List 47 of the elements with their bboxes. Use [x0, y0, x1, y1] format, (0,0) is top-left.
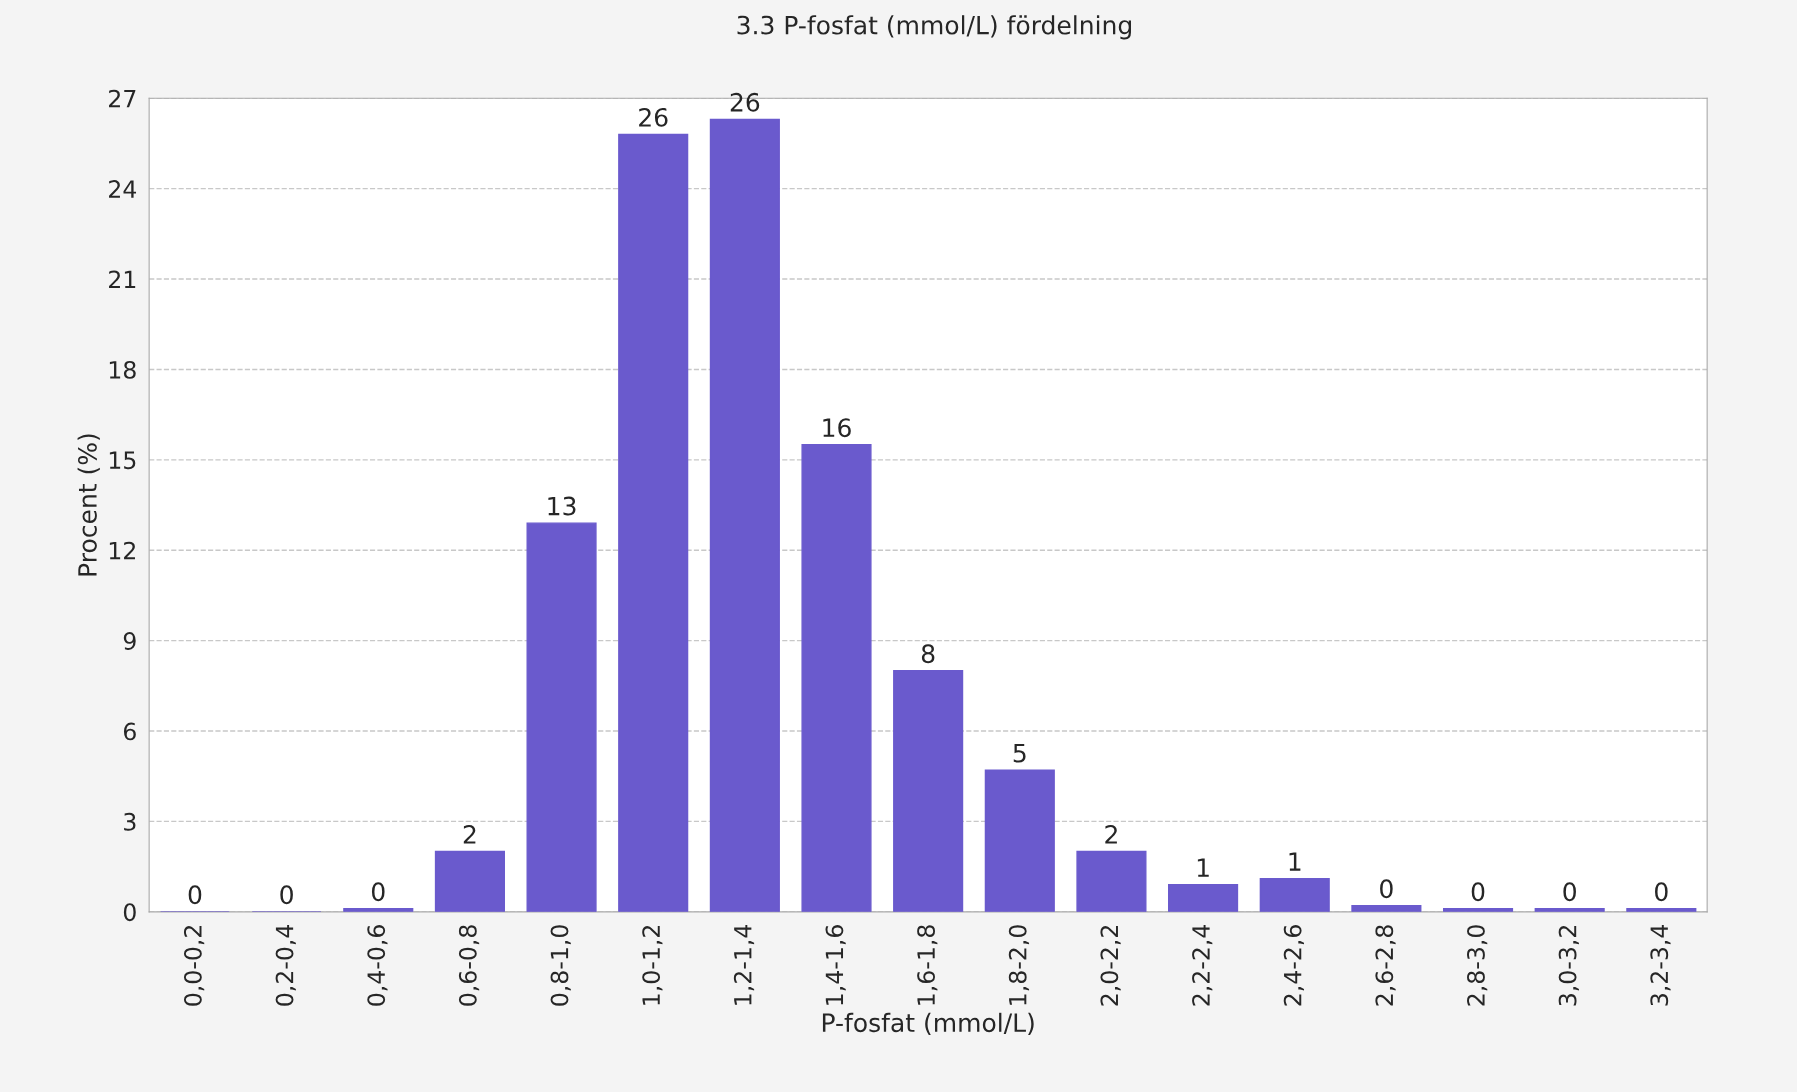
y-tick-label: 24: [109, 180, 137, 198]
data-label: 0: [1655, 882, 1668, 902]
data-label: 0: [1471, 882, 1485, 902]
x-tick-label: 3,2-3,4: [1650, 924, 1671, 1006]
x-tick-label: 0,4-0,6: [367, 925, 388, 1006]
x-tick-label: 0,0-0,2: [183, 925, 205, 1006]
y-tick-label: 6: [123, 722, 136, 741]
data-label: 26: [730, 92, 760, 112]
x-tick-label: 1,6-1,8: [917, 925, 938, 1005]
x-tick-label: 1,0-1,2: [642, 925, 663, 1005]
y-tick-label: 18: [109, 360, 136, 379]
y-tick-label: 0: [123, 903, 136, 922]
x-tick-label: 1,4-1,6: [825, 925, 846, 1005]
x-tick-label: 3,0-3,2: [1558, 925, 1579, 1006]
data-label: 0: [371, 882, 385, 902]
y-tick-label: 21: [109, 270, 136, 289]
data-label: 8: [921, 644, 935, 664]
data-label: 0: [1380, 879, 1393, 899]
x-tick-label: 0,8-1,0: [550, 925, 571, 1006]
data-label: 1: [1197, 858, 1209, 877]
x-tick-label: 2,4-2,6: [1283, 925, 1304, 1006]
y-tick-label: 3: [124, 812, 136, 831]
data-label: 0: [280, 885, 293, 905]
y-tick-label: 9: [123, 632, 136, 650]
x-tick-label: 0,6-0,8: [458, 925, 480, 1006]
data-label: 0: [1563, 882, 1576, 902]
y-tick-label: 27: [109, 89, 136, 108]
x-tick-label: 0,2-0,4: [275, 924, 296, 1006]
data-label: 2: [1105, 825, 1117, 844]
y-tick-label: 15: [109, 451, 136, 470]
data-label: 2: [463, 825, 476, 844]
x-tick-label: 1,2-1,4: [733, 924, 755, 1005]
chart-title: 3.3 P-fosfat (mmol/L) fördelning: [737, 15, 1131, 40]
x-tick-label: 2,0-2,2: [1100, 925, 1121, 1006]
data-label: 1: [1289, 852, 1301, 871]
data-label: 26: [639, 107, 668, 127]
x-tick-label: 2,2-2,4: [1192, 924, 1213, 1006]
y-axis-title: Procent (%): [77, 434, 100, 576]
x-tick-label: 2,8-3,0: [1467, 925, 1488, 1006]
x-axis-title: P-fosfat (mmol/L): [822, 1012, 1034, 1036]
data-label: 0: [188, 885, 202, 905]
y-tick-label: 12: [109, 541, 135, 560]
data-label: 13: [548, 496, 576, 516]
data-label: 16: [823, 418, 851, 438]
x-tick-label: 2,6-2,8: [1375, 925, 1396, 1006]
data-label: 5: [1013, 744, 1026, 763]
x-tick-label: 1,8-2,0: [1008, 925, 1030, 1005]
